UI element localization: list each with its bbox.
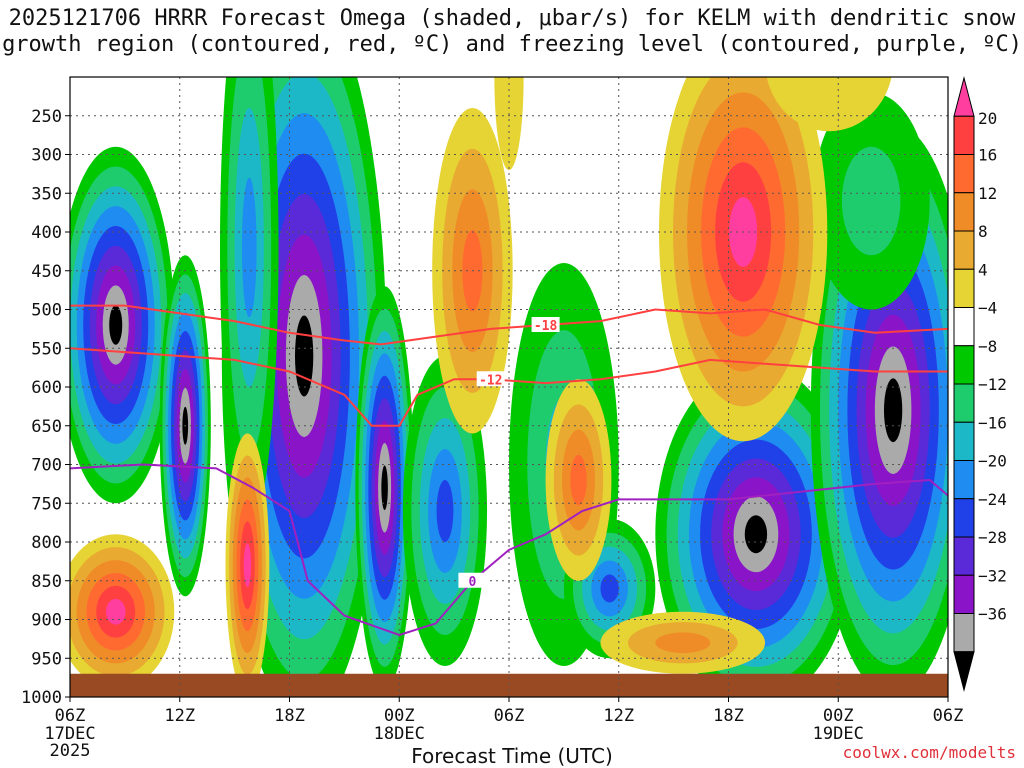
x-tick-label-42: 00Z bbox=[823, 706, 854, 726]
x-tick-label-48: 06Z bbox=[933, 706, 964, 726]
chart-title-line-2: growth region (contoured, red, ºC) and f… bbox=[2, 32, 1022, 57]
x-tick-label-24: 06Z bbox=[494, 706, 525, 726]
subsidence-area-pillar-level-5 bbox=[243, 543, 252, 588]
y-tick-label-1000: 1000 bbox=[21, 688, 62, 708]
y-tick-label-350: 350 bbox=[31, 184, 62, 204]
x-tick-date-0: 17DEC bbox=[44, 724, 95, 744]
colorbar-label-11: −28 bbox=[978, 528, 1007, 547]
contour-label-bg-0 bbox=[531, 317, 560, 332]
colorbar-bin-4 bbox=[953, 230, 975, 270]
x-tick-label-0: 06Z bbox=[55, 706, 86, 726]
ascent-area-18z-level-8 bbox=[294, 315, 314, 397]
x-tick-date-42: 19DEC bbox=[813, 724, 864, 744]
chart-title-line-1: 2025121706 HRRR Forecast Omega (shaded, … bbox=[8, 6, 1016, 31]
colorbar-bin-9 bbox=[953, 421, 975, 461]
contour-line-freezing-2 bbox=[70, 463, 948, 637]
y-tick-label-550: 550 bbox=[31, 339, 62, 359]
ascent-area-low-level-4 bbox=[600, 574, 619, 603]
contour-line-dendritic-1 bbox=[70, 347, 948, 427]
colorbar-label-5: −4 bbox=[978, 299, 997, 318]
colorbar-label-0: 20 bbox=[978, 109, 997, 128]
colorbar-bin-0 bbox=[953, 76, 975, 117]
colorbar: 20 16 12 8 4 −4 −8 −12 −16 −20 −24 −28 −32 −36 bbox=[953, 76, 1007, 692]
y-tick-label-500: 500 bbox=[31, 301, 62, 321]
colorbar-bin-1 bbox=[953, 115, 975, 155]
colorbar-label-7: −12 bbox=[978, 375, 1007, 394]
y-tick-label-900: 900 bbox=[31, 611, 62, 631]
colorbar-bin-13 bbox=[953, 574, 975, 614]
x-tick-label-6: 12Z bbox=[164, 706, 195, 726]
contour-lines: -18 -12 0 bbox=[70, 304, 948, 637]
subsidence-area-surface-level-2 bbox=[655, 632, 711, 654]
colorbar-label-2: 12 bbox=[978, 184, 997, 203]
y-tick-label-950: 950 bbox=[31, 649, 62, 669]
colorbar-bin-15 bbox=[953, 651, 975, 692]
y-tick-label-650: 650 bbox=[31, 417, 62, 437]
y-tick-label-800: 800 bbox=[31, 533, 62, 553]
colorbar-label-12: −32 bbox=[978, 566, 1007, 585]
colorbar-bin-6 bbox=[953, 307, 975, 347]
contour-label-0: -18 bbox=[534, 319, 558, 334]
contour-label-bg-1 bbox=[476, 371, 505, 387]
colorbar-label-3: 8 bbox=[978, 222, 988, 241]
colorbar-bin-14 bbox=[953, 613, 975, 653]
contour-label-2: 0 bbox=[469, 575, 477, 590]
colorbar-label-4: 4 bbox=[978, 260, 988, 279]
y-tick-label-400: 400 bbox=[31, 223, 62, 243]
colorbar-label-13: −36 bbox=[978, 605, 1007, 624]
subsidence-area-low-level-5 bbox=[105, 598, 126, 625]
colorbar-bin-3 bbox=[953, 192, 975, 232]
ascent-shelf-upper-level-3 bbox=[241, 177, 257, 318]
y-tick-label-750: 750 bbox=[31, 494, 62, 514]
colorbar-label-1: 16 bbox=[978, 146, 997, 165]
y-tick-label-250: 250 bbox=[31, 107, 62, 127]
credit-link[interactable]: coolwx.com/modelts bbox=[842, 743, 1016, 762]
contour-line-dendritic-0 bbox=[70, 304, 948, 346]
contour-label-1: -12 bbox=[479, 373, 502, 388]
colorbar-bin-2 bbox=[953, 154, 975, 194]
colorbar-bin-5 bbox=[953, 268, 975, 308]
y-tick-label-700: 700 bbox=[31, 456, 62, 476]
x-tick-label-18: 00Z bbox=[384, 706, 415, 726]
x-tick-label-30: 12Z bbox=[603, 706, 634, 726]
subsidence-area-top-level-0 bbox=[494, 77, 524, 170]
colorbar-bin-8 bbox=[953, 383, 975, 423]
x-tick-year-0: 2025 bbox=[50, 741, 91, 761]
ascent-area-early-level-8 bbox=[109, 305, 123, 345]
y-tick-label-300: 300 bbox=[31, 146, 62, 166]
y-axis: 250 300 350 400 450 500 550 600 650 700 750 800 850 9… bbox=[21, 107, 70, 708]
x-tick-label-36: 18Z bbox=[713, 706, 744, 726]
colorbar-bin-12 bbox=[953, 536, 975, 576]
colorbar-bin-10 bbox=[953, 460, 975, 500]
y-tick-label-600: 600 bbox=[31, 378, 62, 398]
subsidence-area-top-right-level-0 bbox=[766, 77, 892, 132]
colorbar-label-8: −16 bbox=[978, 413, 1007, 432]
contour-label-bg-2 bbox=[458, 572, 487, 588]
omega-shading bbox=[70, 77, 948, 697]
x-tick-label-12: 18Z bbox=[274, 706, 305, 726]
subsidence-area-mid-level-3 bbox=[570, 454, 587, 506]
x-axis-label: Forecast Time (UTC) bbox=[411, 744, 613, 768]
ground-layer bbox=[70, 673, 948, 697]
ground-fill bbox=[70, 673, 948, 697]
ascent-upper-green-level-1 bbox=[841, 146, 901, 256]
colorbar-label-6: −8 bbox=[978, 337, 997, 356]
ascent-area-18z-day2-level-8 bbox=[744, 515, 768, 554]
ascent-area-day2-late-level-8 bbox=[883, 378, 903, 443]
ascent-area-00z-level-8 bbox=[381, 465, 388, 511]
y-tick-label-850: 850 bbox=[31, 572, 62, 592]
colorbar-label-9: −20 bbox=[978, 452, 1007, 471]
colorbar-label-10: −24 bbox=[978, 490, 1007, 509]
x-tick-date-18: 18DEC bbox=[374, 724, 425, 744]
colorbar-bin-11 bbox=[953, 498, 975, 538]
y-tick-label-450: 450 bbox=[31, 262, 62, 282]
colorbar-bin-7 bbox=[953, 345, 975, 385]
ascent-area-weak-level-4 bbox=[436, 480, 454, 542]
